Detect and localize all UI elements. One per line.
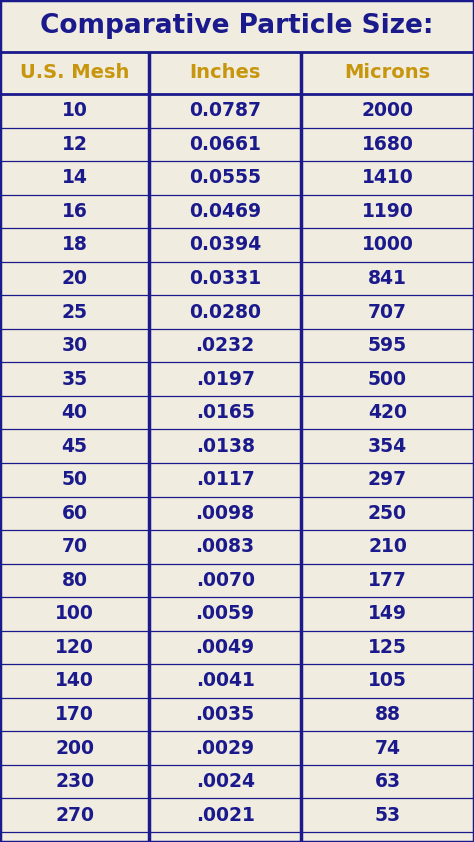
Text: 500: 500: [368, 370, 407, 389]
Text: 0.0555: 0.0555: [189, 168, 261, 188]
Text: .0165: .0165: [196, 403, 255, 422]
Text: 60: 60: [62, 504, 88, 523]
Text: 354: 354: [368, 437, 407, 456]
Text: 50: 50: [62, 470, 88, 489]
Text: 105: 105: [368, 672, 407, 690]
Text: 0.0280: 0.0280: [189, 302, 261, 322]
Text: Inches: Inches: [190, 63, 261, 83]
Text: 0.0787: 0.0787: [189, 101, 261, 120]
Text: 270: 270: [55, 806, 94, 824]
Text: 2000: 2000: [362, 101, 413, 120]
Text: .0197: .0197: [196, 370, 255, 389]
Text: 70: 70: [62, 537, 88, 557]
Text: 1000: 1000: [362, 236, 413, 254]
Text: 20: 20: [62, 269, 88, 288]
Text: 230: 230: [55, 772, 94, 791]
Text: 595: 595: [368, 336, 407, 355]
Text: 100: 100: [55, 605, 94, 623]
Text: 0.0469: 0.0469: [189, 202, 261, 221]
Text: 120: 120: [55, 638, 94, 657]
Text: .0083: .0083: [196, 537, 255, 557]
Text: 1410: 1410: [362, 168, 413, 188]
Text: .0070: .0070: [196, 571, 255, 590]
Text: 0.0331: 0.0331: [189, 269, 261, 288]
Text: U.S. Mesh: U.S. Mesh: [20, 63, 129, 83]
Text: .0138: .0138: [196, 437, 255, 456]
Text: 40: 40: [62, 403, 88, 422]
Text: 297: 297: [368, 470, 407, 489]
Text: .0117: .0117: [196, 470, 255, 489]
Text: .0024: .0024: [196, 772, 255, 791]
Text: 16: 16: [62, 202, 88, 221]
Text: 88: 88: [374, 705, 401, 724]
Text: .0049: .0049: [196, 638, 255, 657]
Text: 125: 125: [368, 638, 407, 657]
Text: 53: 53: [374, 806, 401, 824]
Text: 0.0661: 0.0661: [189, 135, 261, 154]
Text: .0041: .0041: [196, 672, 255, 690]
Text: 210: 210: [368, 537, 407, 557]
Text: .0232: .0232: [196, 336, 255, 355]
Text: 200: 200: [55, 738, 94, 758]
Text: 80: 80: [62, 571, 88, 590]
Text: 12: 12: [62, 135, 88, 154]
Text: 63: 63: [374, 772, 401, 791]
Text: 250: 250: [368, 504, 407, 523]
Text: .0035: .0035: [196, 705, 255, 724]
Text: 140: 140: [55, 672, 94, 690]
Text: 149: 149: [368, 605, 407, 623]
Text: 35: 35: [62, 370, 88, 389]
Text: 0.0394: 0.0394: [189, 236, 261, 254]
Text: 45: 45: [62, 437, 88, 456]
Text: .0059: .0059: [196, 605, 255, 623]
Text: 10: 10: [62, 101, 88, 120]
Text: 177: 177: [368, 571, 407, 590]
Text: 14: 14: [62, 168, 88, 188]
Text: 420: 420: [368, 403, 407, 422]
Text: 74: 74: [374, 738, 401, 758]
Text: 30: 30: [62, 336, 88, 355]
Text: .0029: .0029: [196, 738, 255, 758]
Text: 18: 18: [62, 236, 88, 254]
Text: 1680: 1680: [362, 135, 413, 154]
Text: Microns: Microns: [345, 63, 430, 83]
Text: 25: 25: [62, 302, 88, 322]
Text: Comparative Particle Size:: Comparative Particle Size:: [40, 13, 434, 39]
Text: 1190: 1190: [362, 202, 413, 221]
Text: .0021: .0021: [196, 806, 255, 824]
Text: .0098: .0098: [196, 504, 255, 523]
Text: 841: 841: [368, 269, 407, 288]
Text: 707: 707: [368, 302, 407, 322]
Text: 170: 170: [55, 705, 94, 724]
